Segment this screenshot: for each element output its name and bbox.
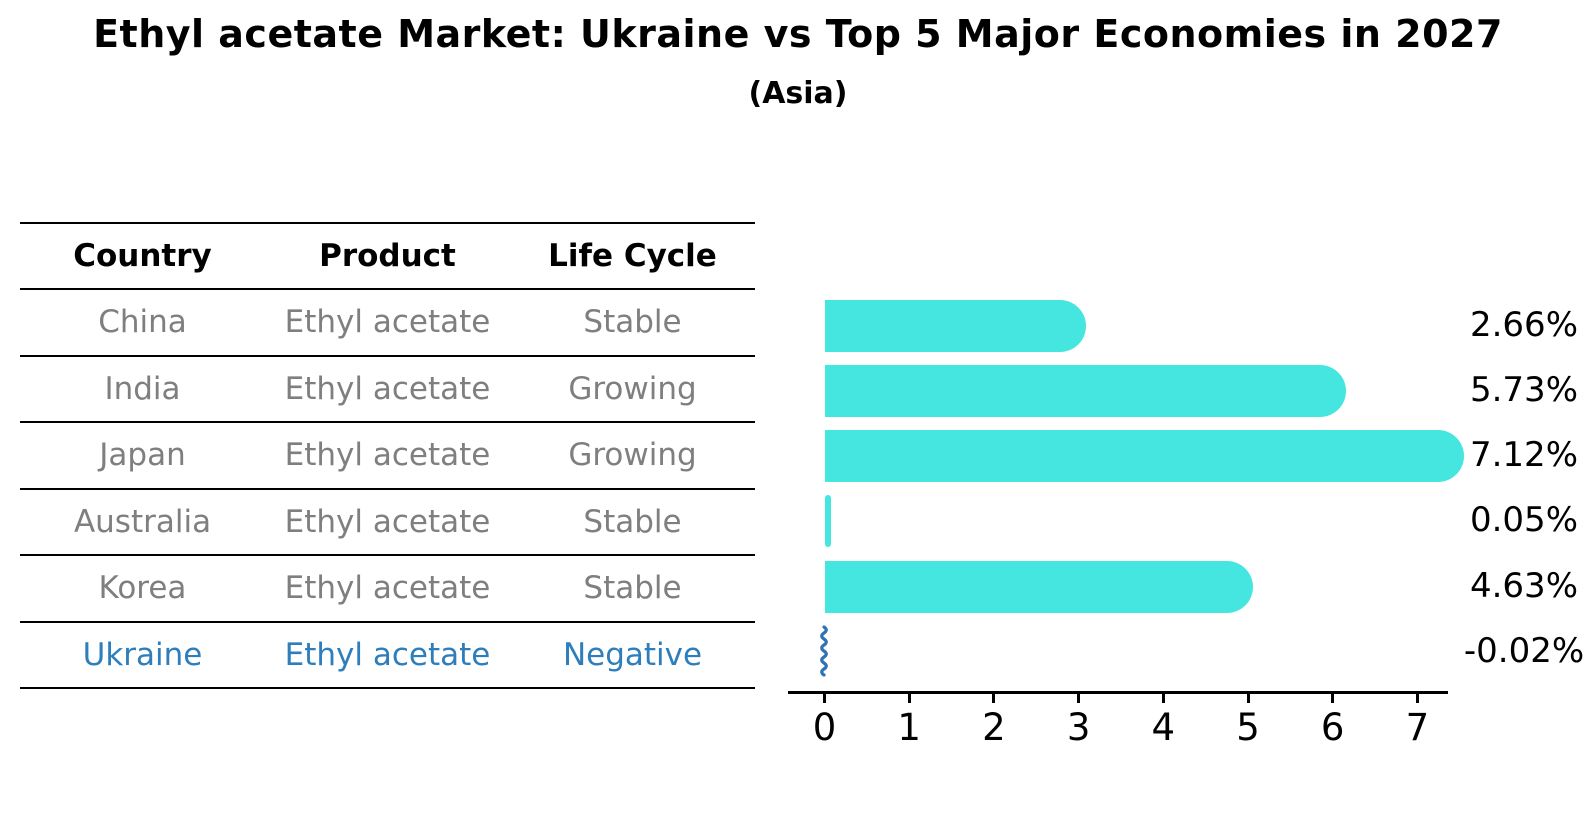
bar-value-label-india: 5.73% (1469, 369, 1578, 410)
x-tick-mark (1161, 694, 1165, 703)
x-tick-label: 3 (1066, 706, 1091, 749)
table-header-row: Country Product Life Cycle (20, 224, 755, 290)
cell-country: India (104, 370, 181, 407)
cell-life-cycle: Growing (568, 370, 697, 407)
bar-value-label-australia: 0.05% (1469, 500, 1578, 541)
cell-product: Ethyl acetate (284, 437, 491, 474)
bar-china (824, 299, 1086, 352)
cell-product: Ethyl acetate (284, 636, 491, 673)
column-header-product: Product (319, 238, 456, 274)
table-row-china: China Ethyl acetate Stable (20, 290, 755, 355)
bar-value-label-ukraine: -0.02% (1463, 631, 1585, 671)
x-tick-label: 5 (1236, 706, 1260, 749)
cell-country: Australia (73, 503, 212, 540)
table-row-india: India Ethyl acetate Growing (20, 354, 755, 422)
bar-australia (824, 495, 831, 548)
column-header-life-cycle: Life Cycle (548, 238, 717, 274)
cell-life-cycle: Stable (583, 503, 682, 540)
x-tick-mark (1246, 694, 1250, 703)
negative-bar-squiggle-ukraine (820, 625, 828, 677)
x-tick-mark (992, 694, 996, 703)
column-header-country: Country (73, 238, 212, 274)
x-tick-label: 0 (812, 706, 837, 749)
comparison-table: Country Product Life Cycle China Ethyl ac… (20, 222, 755, 689)
cell-product: Ethyl acetate (284, 503, 491, 540)
cell-country: Korea (98, 570, 187, 607)
cell-life-cycle: Stable (583, 570, 682, 607)
bar-japan (824, 430, 1464, 483)
bar-value-label-korea: 4.63% (1469, 565, 1578, 606)
bar-value-label-china: 2.66% (1469, 304, 1578, 345)
x-tick-label: 1 (897, 706, 921, 749)
cell-country: China (98, 304, 187, 341)
cell-product: Ethyl acetate (284, 304, 491, 341)
table-body: China Ethyl acetate Stable India Ethyl aceta… (20, 290, 755, 687)
bar-india (824, 364, 1346, 417)
cell-country: Ukraine (82, 636, 203, 673)
x-tick-mark (907, 694, 911, 703)
x-tick-label: 2 (982, 706, 1006, 749)
x-tick-label: 6 (1320, 706, 1345, 749)
x-tick-mark (1077, 694, 1081, 703)
cell-life-cycle: Stable (583, 304, 682, 341)
chart-subtitle: (Asia) (748, 76, 848, 111)
x-tick-label: 4 (1151, 706, 1176, 749)
table-row-australia: Australia Ethyl acetate Stable (20, 487, 755, 555)
x-tick-mark (1415, 694, 1419, 703)
chart-title: Ethyl acetate Market: Ukraine vs Top 5 M… (93, 12, 1503, 56)
table-row-korea: Korea Ethyl acetate Stable (20, 554, 755, 621)
x-axis-line (788, 691, 1448, 694)
x-tick-mark (823, 694, 826, 703)
cell-life-cycle: Growing (568, 437, 697, 474)
bar-value-label-japan: 7.12% (1469, 435, 1578, 476)
table-row-japan: Japan Ethyl acetate Growing (20, 421, 755, 488)
bar-korea (824, 560, 1253, 613)
x-tick-label: 7 (1405, 706, 1430, 749)
cell-product: Ethyl acetate (284, 570, 491, 607)
cell-life-cycle: Negative (562, 636, 703, 673)
table-row-ukraine: Ukraine Ethyl acetate Negative (20, 620, 755, 688)
cell-product: Ethyl acetate (284, 370, 491, 407)
cell-country: Japan (99, 437, 186, 474)
x-tick-mark (1331, 694, 1335, 703)
